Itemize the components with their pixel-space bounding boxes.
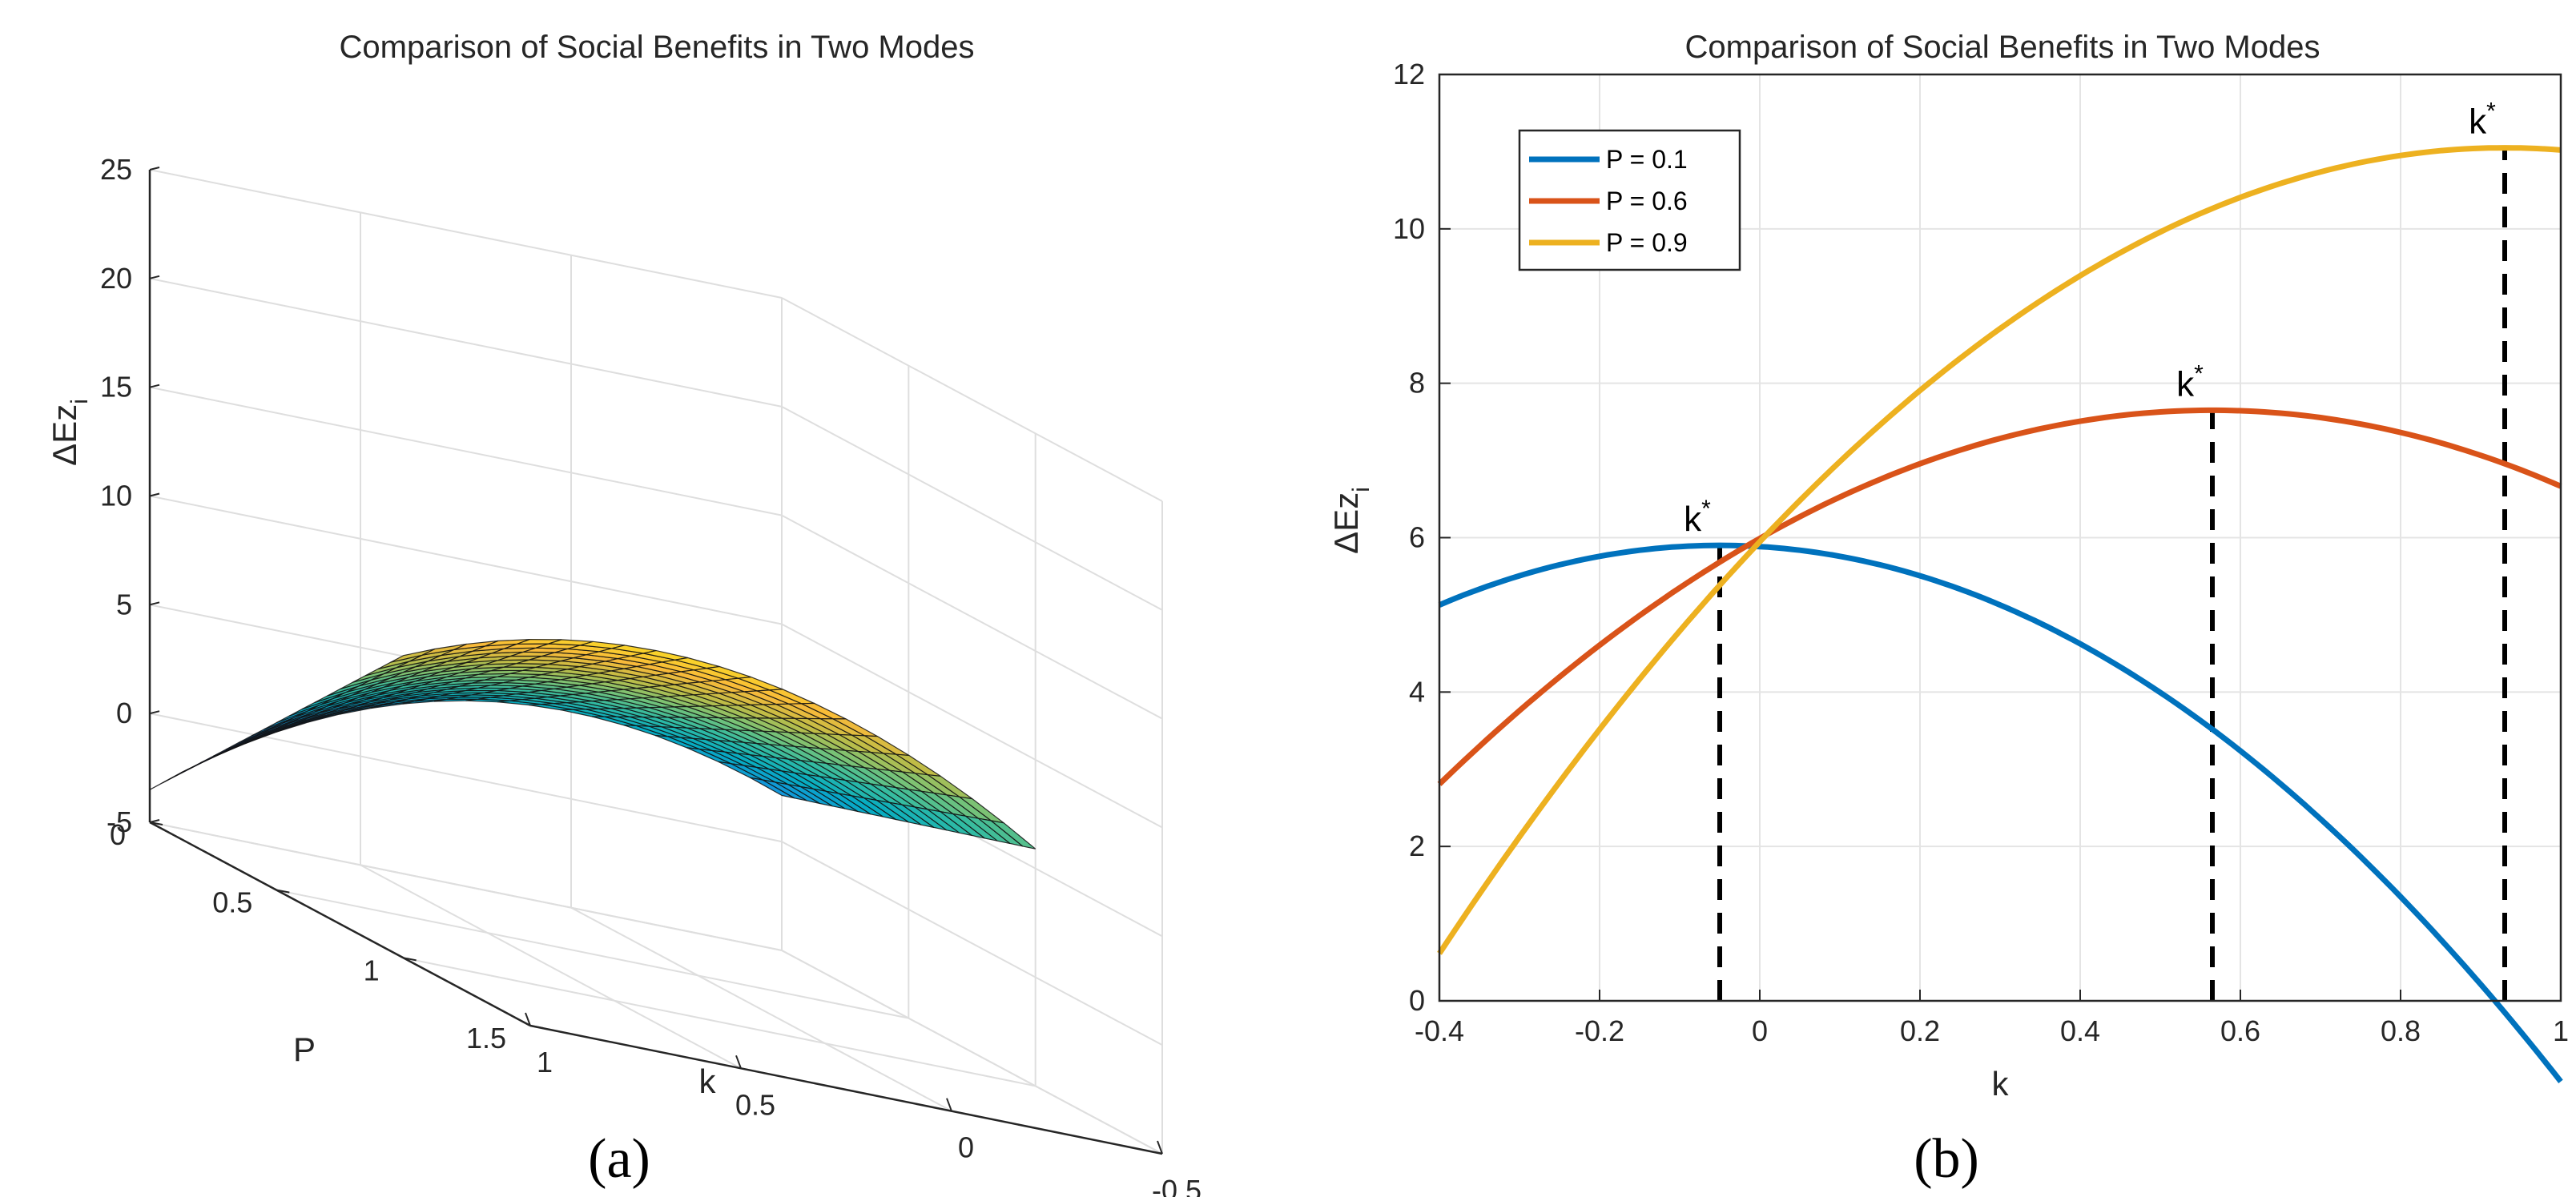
series-line — [1437, 145, 2562, 955]
gridline — [276, 889, 909, 1019]
k-tick-mark — [946, 1098, 952, 1112]
chart-a-title: Comparison of Social Benefits in Two Mod… — [340, 30, 975, 65]
gridline — [149, 386, 783, 516]
x-tick-label: 0.6 — [2220, 1014, 2260, 1047]
chart-a-xlabel: k — [699, 1062, 717, 1100]
z-tick-mark — [149, 601, 160, 606]
gridline — [149, 277, 783, 408]
chart-a-ylabel: P — [293, 1030, 316, 1068]
p-tick-mark — [149, 821, 163, 825]
z-tick-mark — [149, 167, 160, 171]
kstar-dashed-lines — [1717, 147, 2507, 1001]
legend-entry: P = 0.9 — [1606, 228, 1688, 257]
y-tick-label: 10 — [1393, 212, 1425, 245]
x-tick-label: 0.2 — [1900, 1014, 1940, 1047]
axis-line — [529, 1024, 1163, 1155]
p-tick-label: 0.5 — [212, 886, 252, 919]
x-tick-label: -0.2 — [1575, 1014, 1624, 1047]
gridline — [781, 841, 1163, 1046]
z-tick-label: -5 — [107, 805, 132, 838]
z-tick-mark — [149, 275, 160, 279]
x-tick-label: 0 — [1752, 1014, 1768, 1047]
legend: P = 0.1 P = 0.6 P = 0.9 — [1518, 129, 1741, 271]
legend-entry: P = 0.6 — [1606, 187, 1688, 215]
z-tick-label: 5 — [116, 588, 132, 621]
chart-b-title: Comparison of Social Benefits in Two Mod… — [1685, 30, 2320, 65]
line-chart-b: Comparison of Social Benefits in Two Mod… — [1327, 30, 2569, 1190]
k-tick-mark — [525, 1012, 531, 1026]
svg-text:ΔEzi: ΔEzi — [46, 399, 93, 466]
gridline — [781, 623, 1163, 829]
p-tick-mark — [403, 957, 417, 962]
z-tick-label: 25 — [100, 153, 132, 186]
k-tick-label: -0.5 — [1152, 1174, 1201, 1197]
p-tick-label: 1 — [364, 954, 380, 986]
chart-b-xlabel: k — [1992, 1065, 2010, 1103]
z-tick-label: 15 — [100, 371, 132, 404]
z-tick-label: 10 — [100, 480, 132, 512]
gridline — [781, 405, 1163, 611]
gridline — [149, 821, 783, 951]
series-line — [1437, 407, 2562, 786]
k-tick-mark — [735, 1054, 742, 1069]
p-tick-mark — [276, 889, 290, 894]
z-tick-label: 20 — [100, 262, 132, 295]
gridline — [403, 957, 1036, 1087]
p-tick-mark — [529, 1025, 544, 1029]
kstar-annotations: k* k* k* — [1684, 98, 2496, 540]
gridline — [781, 950, 1163, 1155]
x-tick-label: 0.4 — [2060, 1014, 2100, 1047]
p-tick-label: 0 — [110, 818, 126, 851]
gridline — [360, 864, 742, 1070]
k-tick-mark — [1157, 1140, 1163, 1155]
surface-chart-a: Comparison of Social Benefits in Two Mod… — [46, 30, 1201, 1197]
chart-a-zlabel: ΔEzi — [46, 399, 93, 466]
axis-line — [149, 821, 531, 1027]
surface-face — [991, 820, 1036, 850]
x-tick-label: 0.8 — [2381, 1014, 2421, 1047]
surface-mesh — [149, 638, 1036, 850]
series-line — [1438, 542, 2563, 1083]
z-tick-mark — [149, 492, 160, 497]
plot-frame-b — [1438, 73, 2562, 1002]
gridline — [781, 514, 1163, 720]
z-tick-mark — [149, 710, 160, 715]
y-tick-label: 0 — [1409, 984, 1425, 1017]
gridline — [781, 297, 1163, 502]
k-tick-label: 0 — [958, 1131, 974, 1164]
kstar-label: k* — [2469, 98, 2496, 142]
y-tick-label: 6 — [1409, 521, 1425, 554]
gridline — [570, 906, 952, 1112]
gridline — [149, 169, 783, 299]
panel-label-b: (b) — [1914, 1128, 1979, 1190]
p-tick-label: 1.5 — [466, 1022, 506, 1054]
chart-b-ylabel: ΔEzi — [1327, 487, 1375, 554]
x-tick-label: -0.4 — [1415, 1014, 1464, 1047]
z-tick-mark — [149, 384, 160, 388]
svg-text:ΔEzi: ΔEzi — [1327, 487, 1375, 554]
z-tick-label: 0 — [116, 697, 132, 729]
k-tick-label: 1 — [537, 1046, 553, 1079]
chart-b-series — [1437, 145, 2563, 1083]
kstar-label: k* — [2176, 360, 2204, 404]
y-tick-label: 2 — [1409, 829, 1425, 862]
y-tick-label: 12 — [1393, 58, 1425, 90]
kstar-label: k* — [1684, 496, 1711, 539]
y-tick-label: 8 — [1409, 367, 1425, 400]
panel-label-a: (a) — [588, 1128, 650, 1190]
y-tick-label: 4 — [1409, 675, 1425, 708]
legend-entry: P = 0.1 — [1606, 145, 1688, 174]
x-tick-label: 1 — [2553, 1014, 2569, 1047]
gridline — [149, 495, 783, 625]
k-tick-label: 0.5 — [735, 1088, 775, 1121]
